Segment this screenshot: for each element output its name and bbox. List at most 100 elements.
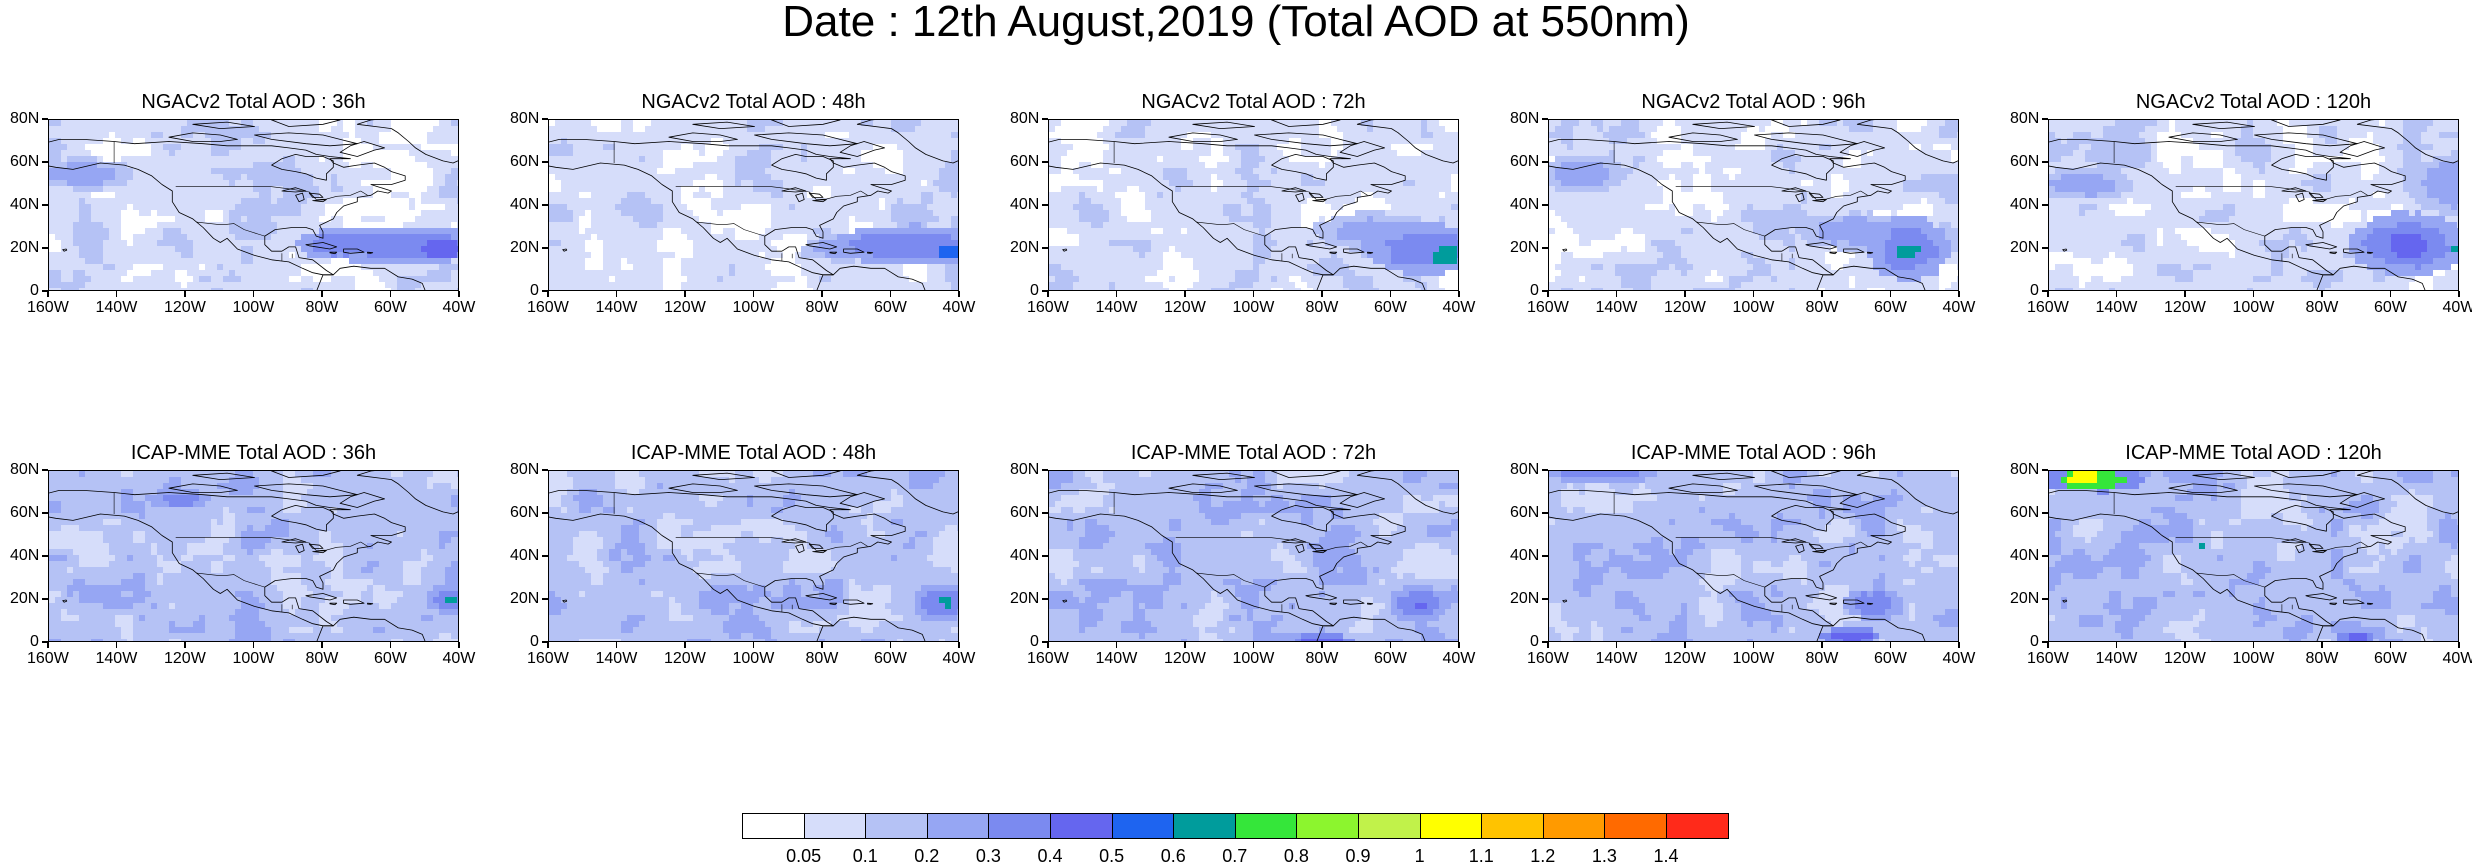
aod-cell (585, 132, 591, 138)
aod-cell (861, 168, 867, 174)
aod-cell (1259, 228, 1265, 234)
aod-cell (951, 120, 957, 126)
aod-cell (259, 210, 265, 216)
aod-cell (1265, 144, 1271, 150)
aod-cell (663, 192, 669, 198)
aod-cell (361, 132, 367, 138)
aod-cell (193, 198, 199, 204)
aod-cell (127, 198, 133, 204)
aod-cell (265, 168, 271, 174)
aod-cell (633, 162, 639, 168)
aod-cell (1415, 162, 1421, 168)
aod-cell (903, 126, 909, 132)
aod-cell (681, 138, 687, 144)
aod-cell (109, 186, 115, 192)
aod-cell (1097, 258, 1103, 264)
aod-cell (783, 198, 789, 204)
aod-cell (265, 144, 271, 150)
aod-cell (1163, 168, 1169, 174)
aod-cell (1115, 240, 1121, 246)
aod-cell (651, 264, 657, 270)
aod-cell (843, 288, 849, 291)
aod-cell (139, 204, 145, 210)
aod-cell (73, 258, 79, 264)
aod-cell (1211, 258, 1217, 264)
aod-cell (379, 216, 385, 222)
aod-cell (615, 246, 621, 252)
aod-cell (1199, 168, 1205, 174)
aod-cell (433, 198, 439, 204)
aod-cell (885, 240, 891, 246)
aod-cell (1391, 198, 1397, 204)
aod-cell (445, 210, 451, 216)
aod-cell (1403, 120, 1409, 126)
aod-cell (1103, 150, 1109, 156)
aod-cell (1421, 186, 1427, 192)
aod-cell (235, 288, 241, 291)
aod-cell (927, 162, 933, 168)
aod-cell (79, 264, 85, 270)
aod-cell (747, 156, 753, 162)
aod-cell (127, 120, 133, 126)
aod-cell (1379, 246, 1385, 252)
aod-cell (199, 282, 205, 288)
aod-cell (915, 174, 921, 180)
aod-cell (319, 228, 325, 234)
aod-cell (627, 228, 633, 234)
aod-cell (1121, 258, 1127, 264)
aod-cell (343, 282, 349, 288)
aod-cell (1367, 240, 1373, 246)
aod-cell (849, 276, 855, 282)
aod-cell (1055, 120, 1061, 126)
aod-cell (1163, 216, 1169, 222)
aod-cell (217, 282, 223, 288)
aod-cell (615, 168, 621, 174)
aod-cell (837, 198, 843, 204)
aod-cell (843, 240, 849, 246)
aod-cell (265, 252, 271, 258)
aod-cell (1109, 258, 1115, 264)
aod-cell (903, 144, 909, 150)
aod-cell (585, 138, 591, 144)
aod-cell (175, 282, 181, 288)
aod-cell (55, 150, 61, 156)
aod-cell (1253, 246, 1259, 252)
aod-cell (163, 126, 169, 132)
aod-cell (705, 288, 711, 291)
aod-cell (235, 270, 241, 276)
aod-cell (1391, 156, 1397, 162)
aod-cell (349, 192, 355, 198)
aod-cell (933, 162, 939, 168)
aod-cell (897, 258, 903, 264)
aod-cell (187, 288, 193, 291)
aod-cell (1397, 186, 1403, 192)
aod-cell (903, 186, 909, 192)
aod-cell (325, 138, 331, 144)
aod-cell (1289, 264, 1295, 270)
aod-cell (1193, 228, 1199, 234)
aod-cell (699, 144, 705, 150)
aod-cell (79, 126, 85, 132)
aod-cell (133, 156, 139, 162)
aod-cell (1403, 204, 1409, 210)
aod-cell (771, 234, 777, 240)
aod-cell (259, 168, 265, 174)
aod-cell (151, 288, 157, 291)
aod-cell (1433, 234, 1439, 240)
aod-cell (1283, 216, 1289, 222)
aod-cell (1403, 234, 1409, 240)
aod-cell (777, 132, 783, 138)
aod-cell (121, 174, 127, 180)
aod-cell (927, 264, 933, 270)
aod-cell (1055, 258, 1061, 264)
aod-cell (1121, 180, 1127, 186)
aod-cell (61, 156, 67, 162)
aod-cell (1379, 138, 1385, 144)
aod-cell (1073, 198, 1079, 204)
aod-cell (79, 150, 85, 156)
aod-cell (777, 234, 783, 240)
aod-cell (61, 252, 67, 258)
aod-cell (457, 210, 459, 216)
aod-cell (205, 162, 211, 168)
aod-cell (1265, 150, 1271, 156)
